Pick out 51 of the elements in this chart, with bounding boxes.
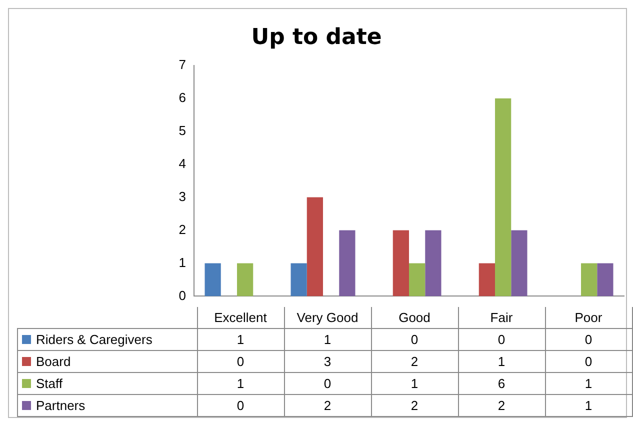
data-label: 2 xyxy=(371,350,458,372)
bar xyxy=(478,263,495,296)
chart-title: Up to date xyxy=(251,24,382,50)
data-label: 0 xyxy=(545,350,632,372)
data-label: 6 xyxy=(458,372,545,394)
bar xyxy=(339,230,356,296)
bar xyxy=(597,263,614,296)
data-label: 1 xyxy=(371,372,458,394)
bar xyxy=(237,263,254,296)
data-label: 1 xyxy=(545,394,632,416)
data-label: 0 xyxy=(284,372,371,394)
y-tick-label: 5 xyxy=(178,122,186,138)
bar xyxy=(511,230,528,296)
data-label: 1 xyxy=(458,350,545,372)
legend-label: Riders & Caregivers xyxy=(36,332,152,347)
data-label: 0 xyxy=(197,394,284,416)
data-label: 0 xyxy=(545,328,632,350)
bar xyxy=(204,263,221,296)
x-tick-label: Good xyxy=(371,307,458,328)
data-label: 0 xyxy=(197,350,284,372)
bar xyxy=(409,263,426,296)
x-tick-label: Fair xyxy=(458,307,545,328)
bar xyxy=(392,230,409,296)
bar xyxy=(495,98,512,296)
x-tick-label: Poor xyxy=(545,307,632,328)
data-label: 1 xyxy=(197,328,284,350)
data-label: 0 xyxy=(458,328,545,350)
y-tick-label: 4 xyxy=(178,156,186,171)
data-label: 3 xyxy=(284,350,371,372)
y-tick-label: 2 xyxy=(178,222,186,237)
data-label: 2 xyxy=(371,394,458,416)
y-tick-label: 3 xyxy=(178,188,186,204)
y-tick-label: 6 xyxy=(178,90,186,105)
bar xyxy=(306,197,323,296)
data-label: 1 xyxy=(545,372,632,394)
y-tick-label: 7 xyxy=(178,56,186,72)
bar xyxy=(290,263,307,296)
data-label: 2 xyxy=(284,394,371,416)
data-label: 1 xyxy=(197,372,284,394)
bar xyxy=(425,230,442,296)
y-tick-label: 0 xyxy=(178,288,186,303)
legend-label: Board xyxy=(36,354,71,369)
legend-label: Partners xyxy=(36,398,86,413)
x-tick-label: Excellent xyxy=(197,307,284,328)
legend-label: Staff xyxy=(36,376,63,391)
x-tick-label: Very Good xyxy=(284,307,371,328)
data-label: 0 xyxy=(371,328,458,350)
data-label: 1 xyxy=(284,328,371,350)
data-label: 2 xyxy=(458,394,545,416)
y-tick-label: 1 xyxy=(178,254,186,270)
bar xyxy=(581,263,598,296)
